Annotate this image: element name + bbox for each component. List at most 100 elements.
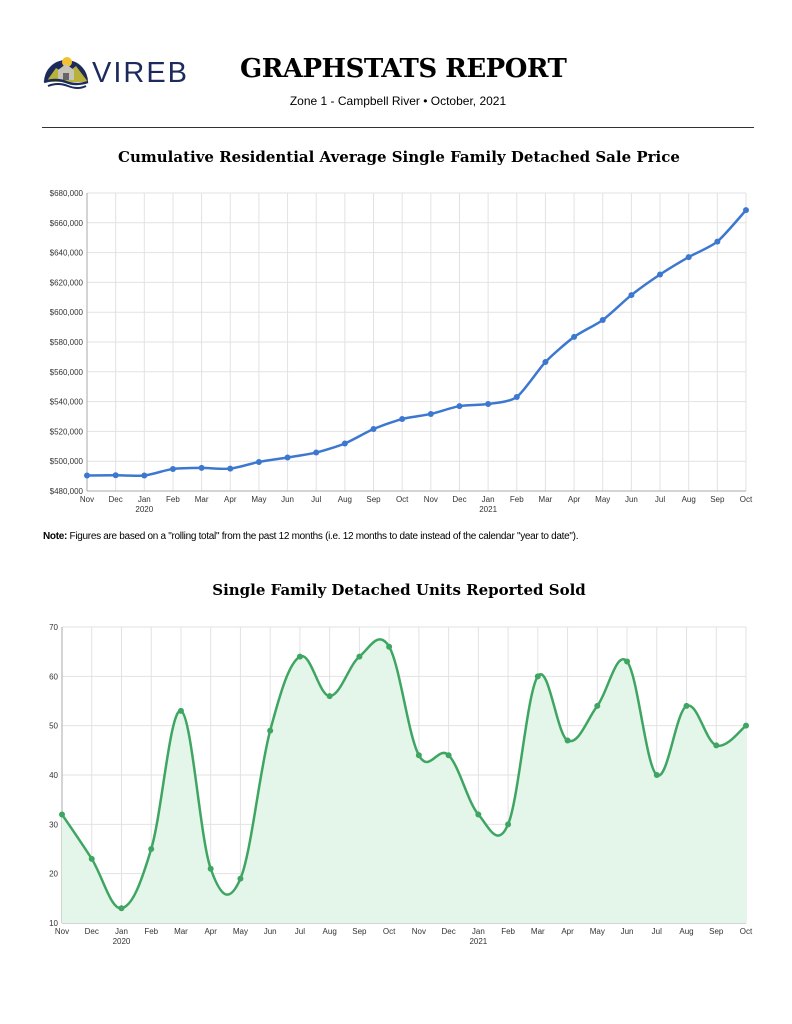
data-point [513, 393, 520, 400]
data-point [657, 271, 664, 278]
data-point [227, 465, 234, 472]
y-tick-label: $560,000 [50, 368, 84, 377]
x-tick-label: Oct [396, 495, 409, 504]
area-fill [62, 639, 746, 923]
year-label: 2021 [469, 937, 487, 946]
chart1-title: Cumulative Residential Average Single Fa… [118, 148, 680, 166]
x-tick-label: Feb [166, 495, 180, 504]
data-point [296, 653, 303, 660]
y-tick-label: 20 [49, 870, 58, 879]
data-point [485, 400, 492, 407]
x-tick-label: Jul [311, 495, 321, 504]
data-point [534, 673, 541, 680]
data-point [571, 333, 578, 340]
x-tick-label: Dec [441, 927, 455, 936]
y-tick-label: 50 [49, 722, 58, 731]
x-tick-label: Jan [138, 495, 151, 504]
series-line [86, 209, 747, 478]
data-point [313, 449, 320, 456]
data-point [267, 727, 274, 734]
data-point [255, 458, 262, 465]
data-point [624, 658, 631, 665]
x-tick-label: Apr [224, 495, 237, 504]
data-point [594, 702, 601, 709]
x-tick-label: Nov [80, 495, 94, 504]
data-point [88, 855, 95, 862]
x-tick-label: May [595, 495, 610, 504]
x-tick-label: Sep [366, 495, 381, 504]
year-label: 2021 [479, 505, 497, 514]
x-tick-label: Mar [539, 495, 553, 504]
x-tick-label: Jun [625, 495, 638, 504]
report-title: GRAPHSTATS REPORT [240, 54, 567, 84]
data-point [743, 722, 749, 729]
data-point [356, 653, 363, 660]
x-tick-label: Dec [109, 495, 123, 504]
data-point [542, 358, 549, 365]
data-point [475, 811, 482, 818]
report-subtitle: Zone 1 - Campbell River • October, 2021 [289, 94, 507, 108]
y-tick-label: 10 [49, 919, 58, 928]
x-tick-label: Dec [452, 495, 466, 504]
x-tick-label: Jan [482, 495, 495, 504]
y-tick-label: $480,000 [50, 487, 84, 496]
data-point [683, 702, 690, 709]
data-point [59, 811, 65, 818]
year-label: 2020 [135, 505, 153, 514]
note-body: Figures are based on a "rolling total" f… [67, 531, 579, 542]
y-tick-label: $660,000 [50, 219, 84, 228]
y-tick-label: 60 [49, 672, 58, 681]
x-tick-label: Apr [568, 495, 581, 504]
data-point [198, 464, 205, 471]
data-point [445, 752, 452, 759]
data-point [341, 440, 348, 447]
header-divider [42, 127, 754, 128]
x-tick-label: Oct [383, 927, 396, 936]
logo-text: VIREB [92, 57, 189, 89]
y-tick-label: 70 [49, 623, 58, 632]
x-tick-label: Feb [501, 927, 515, 936]
x-tick-label: Aug [338, 495, 352, 504]
x-tick-label: Nov [424, 495, 438, 504]
data-point [284, 454, 291, 461]
data-point [141, 472, 148, 479]
y-tick-label: $520,000 [50, 427, 84, 436]
x-tick-label: Aug [679, 927, 693, 936]
price-chart: $480,000 $500,000 $520,000 $540,000 $560,000… [50, 189, 753, 514]
x-tick-label: Jun [621, 927, 634, 936]
data-point [456, 403, 463, 410]
y-tick-label: $680,000 [50, 189, 84, 198]
x-tick-label: Jul [295, 927, 305, 936]
data-point [599, 316, 606, 323]
x-tick-label: Sep [352, 927, 367, 936]
x-tick-label: Jul [652, 927, 662, 936]
y-tick-label: $600,000 [50, 308, 84, 317]
x-tick-label: Sep [710, 495, 725, 504]
x-tick-label: May [251, 495, 266, 504]
x-tick-label: Apr [561, 927, 574, 936]
data-point [84, 472, 90, 479]
data-point [399, 416, 406, 423]
y-tick-label: $540,000 [50, 398, 84, 407]
x-tick-label: Feb [510, 495, 524, 504]
x-tick-label: Nov [412, 927, 426, 936]
data-point [415, 752, 422, 759]
x-tick-label: Sep [709, 927, 724, 936]
data-point [118, 905, 125, 912]
data-point [112, 472, 119, 479]
data-point [326, 693, 333, 700]
x-tick-label: Jun [264, 927, 277, 936]
data-point [427, 410, 434, 417]
year-label: 2020 [113, 937, 131, 946]
x-tick-label: May [590, 927, 605, 936]
note-text: Note: Figures are based on a "rolling to… [43, 531, 578, 542]
x-tick-label: Mar [174, 927, 188, 936]
y-tick-label: 30 [49, 820, 58, 829]
y-tick-label: $500,000 [50, 457, 84, 466]
y-tick-label: $580,000 [50, 338, 84, 347]
x-tick-label: Jun [281, 495, 294, 504]
x-tick-label: Dec [85, 927, 99, 936]
x-tick-label: Jan [115, 927, 128, 936]
